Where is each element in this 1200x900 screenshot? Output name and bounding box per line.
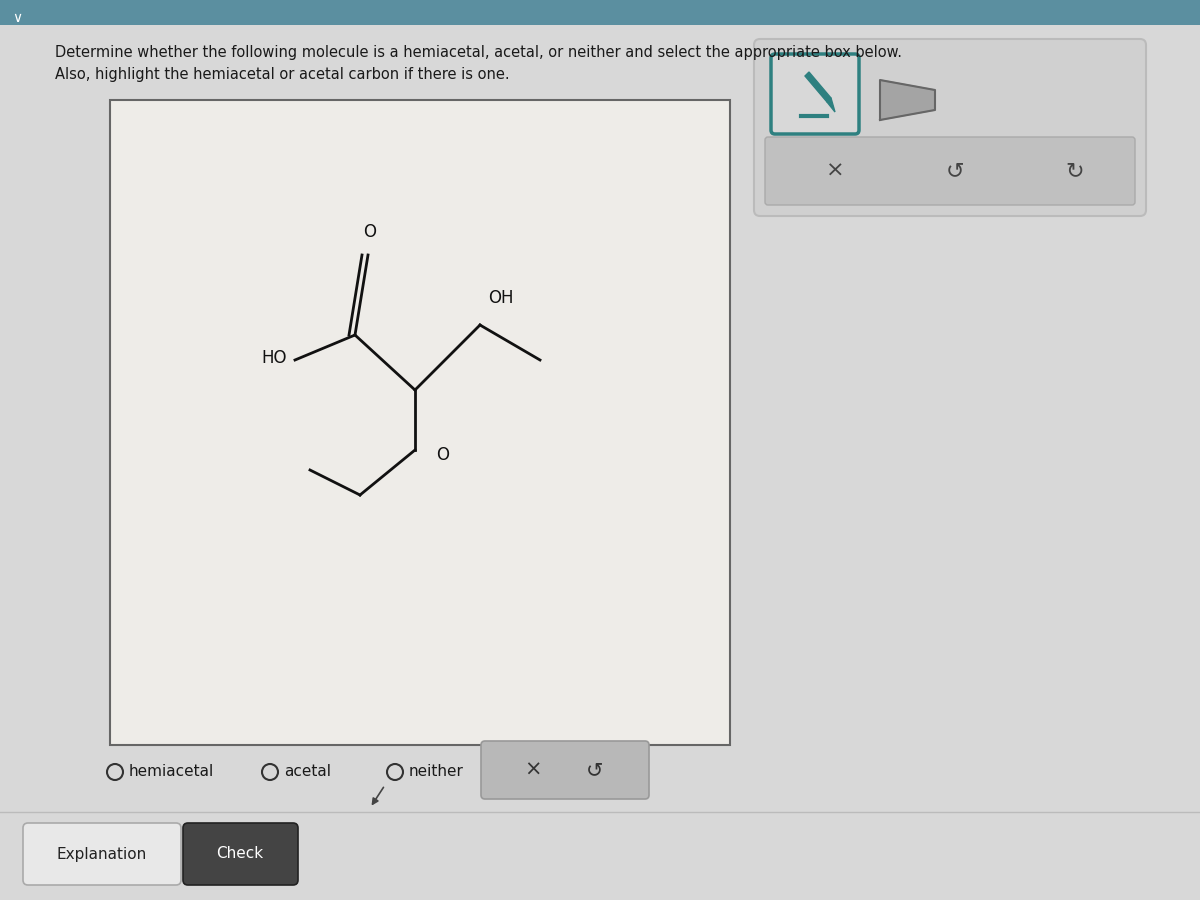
FancyBboxPatch shape (754, 39, 1146, 216)
Text: ↺: ↺ (587, 760, 604, 780)
Text: HO: HO (262, 349, 287, 367)
Text: O: O (436, 446, 449, 464)
Polygon shape (880, 80, 935, 120)
Text: Explanation: Explanation (56, 847, 148, 861)
Text: O: O (364, 223, 377, 241)
Text: ×: × (524, 760, 541, 780)
Text: Also, highlight the hemiacetal or acetal carbon if there is one.: Also, highlight the hemiacetal or acetal… (55, 67, 510, 82)
FancyBboxPatch shape (110, 100, 730, 745)
Text: OH: OH (488, 289, 514, 307)
FancyBboxPatch shape (182, 823, 298, 885)
Text: hemiacetal: hemiacetal (130, 764, 215, 779)
Text: ↺: ↺ (946, 161, 965, 181)
Text: acetal: acetal (284, 764, 331, 779)
FancyBboxPatch shape (766, 137, 1135, 205)
Polygon shape (827, 98, 835, 112)
Text: neither: neither (409, 764, 464, 779)
FancyBboxPatch shape (23, 823, 181, 885)
FancyBboxPatch shape (0, 0, 1200, 25)
Text: ×: × (826, 161, 845, 181)
Polygon shape (805, 72, 830, 102)
Text: ↻: ↻ (1066, 161, 1085, 181)
Text: Determine whether the following molecule is a hemiacetal, acetal, or neither and: Determine whether the following molecule… (55, 45, 902, 60)
FancyBboxPatch shape (772, 54, 859, 134)
Text: Check: Check (216, 847, 264, 861)
FancyBboxPatch shape (481, 741, 649, 799)
Text: ∨: ∨ (12, 11, 22, 25)
